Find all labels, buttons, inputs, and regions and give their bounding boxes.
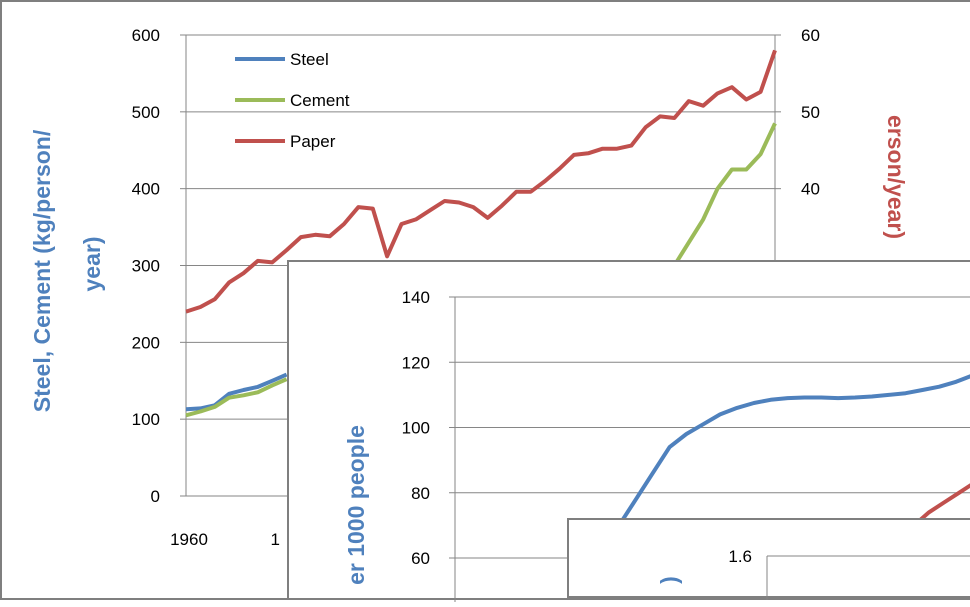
y2-tick-label: 60: [801, 26, 820, 45]
series-line-cement: [185, 377, 288, 418]
y2-axis-label: erson/year): [883, 115, 909, 239]
series-line-steel: [185, 372, 288, 412]
y-tick-label: 600: [132, 26, 160, 45]
y-axis-label-fragment: ): [656, 576, 682, 584]
y-axis-label-line1: Steel, Cement (kg/person/: [29, 129, 55, 412]
y-tick-label: 400: [132, 180, 160, 199]
y-tick-label: 100: [132, 410, 160, 429]
y-tick-label: 200: [132, 333, 160, 352]
x-tick-label: 1960: [170, 530, 208, 549]
series-line-cement: [672, 122, 777, 267]
legend-label-cement: Cement: [290, 91, 350, 110]
y-tick-label: 140: [402, 288, 430, 307]
y-tick-label: 60: [411, 549, 430, 568]
series-line-paper: [185, 49, 777, 314]
chart-3-svg: 1.6 ): [656, 547, 970, 600]
y-axis-label: er 1000 people: [343, 425, 369, 585]
y-tick-label: 120: [402, 353, 430, 372]
chart-panel-third: 1.6 ): [567, 518, 970, 600]
y-tick-label: 0: [151, 487, 160, 506]
x-tick-label: 1: [270, 530, 279, 549]
legend: Steel Cement Paper: [235, 50, 350, 151]
legend-label-steel: Steel: [290, 50, 329, 69]
y-tick-label: 300: [132, 257, 160, 276]
y-tick-label: 1.6: [728, 547, 752, 566]
y-tick-label: 500: [132, 103, 160, 122]
y-axis-label-line2: year): [79, 237, 105, 292]
y2-tick-label: 50: [801, 103, 820, 122]
legend-label-paper: Paper: [290, 132, 336, 151]
chart-2-svg: 60 80 100 120 140 er 1000 people: [343, 288, 970, 602]
y-tick-label: 100: [402, 419, 430, 438]
y-tick-label: 80: [411, 484, 430, 503]
y2-tick-label: 40: [801, 180, 820, 199]
series-line-blue: [617, 374, 970, 527]
